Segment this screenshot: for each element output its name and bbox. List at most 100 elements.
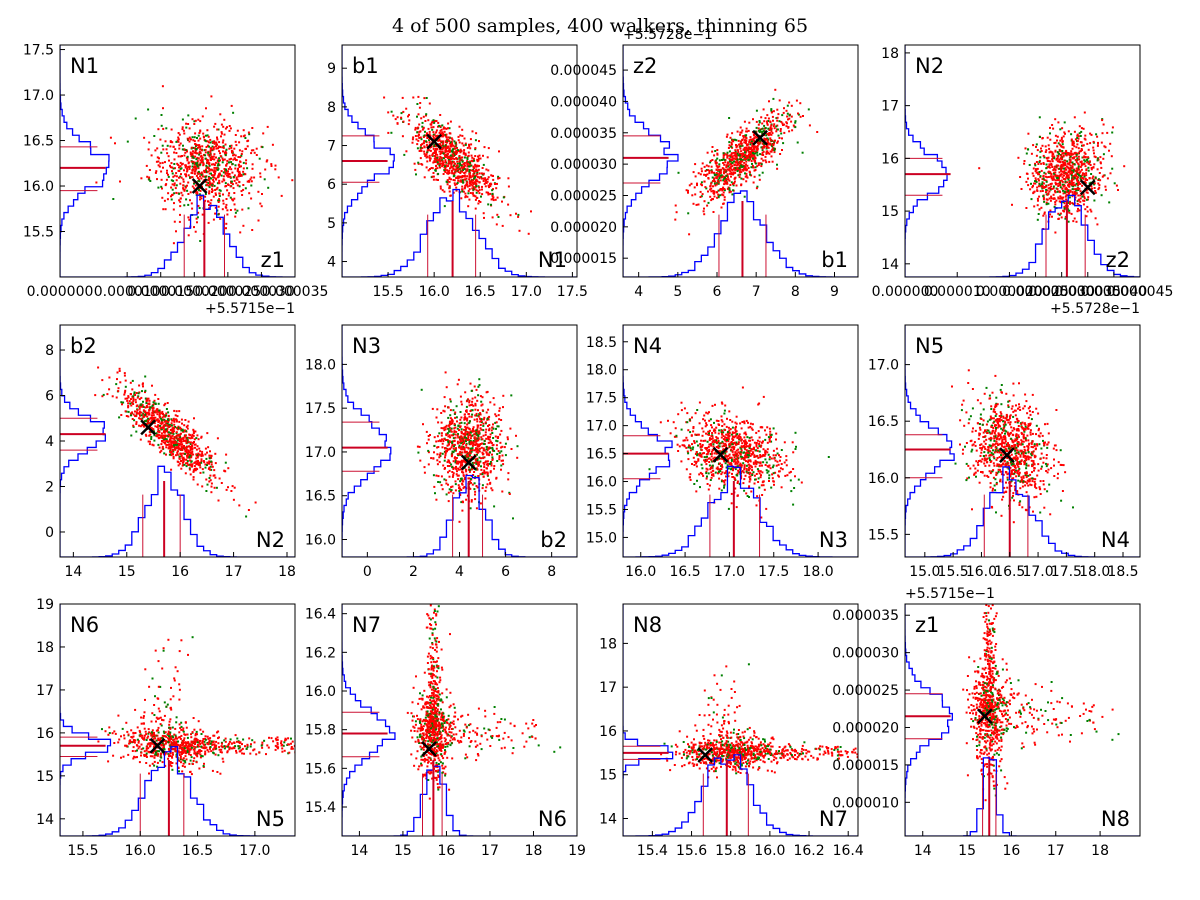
sample-point — [229, 185, 232, 188]
sample-point — [443, 190, 446, 193]
sample-point — [1061, 180, 1064, 183]
x-tick-label: 16.5 — [465, 284, 496, 300]
sample-point — [1046, 136, 1049, 139]
sample-point — [772, 110, 775, 113]
sample-point — [198, 132, 201, 134]
sample-point — [473, 488, 476, 491]
sample-point — [198, 180, 201, 183]
sample-point — [207, 467, 210, 470]
sample-point — [436, 463, 439, 466]
sample-point — [166, 144, 169, 147]
sample-point — [188, 468, 191, 471]
sample-point — [423, 152, 426, 155]
sample-point — [470, 164, 473, 167]
sample-point — [1102, 153, 1105, 156]
sample-point — [232, 176, 235, 178]
sample-point — [470, 169, 473, 172]
sample-point — [195, 437, 198, 440]
x-tick-label: 0.000035 — [262, 284, 329, 300]
sample-point — [1025, 207, 1028, 209]
sample-point — [464, 429, 467, 432]
sample-point — [448, 434, 451, 437]
sample-point — [738, 167, 741, 170]
sample-point — [1056, 174, 1059, 177]
sample-point — [447, 158, 450, 161]
sample-point — [135, 412, 138, 415]
sample-point — [164, 415, 167, 418]
x-tick-label: 16.0 — [419, 284, 450, 300]
sample-point — [434, 144, 437, 147]
sample-point — [1074, 138, 1077, 141]
sample-point — [475, 412, 478, 415]
sample-point — [135, 423, 138, 425]
sample-point — [743, 120, 746, 123]
sample-point — [448, 187, 451, 190]
sample-point — [201, 213, 204, 216]
sample-point — [1084, 165, 1087, 168]
sample-point — [1058, 213, 1061, 216]
sample-point — [756, 142, 759, 144]
sample-point — [1071, 156, 1074, 159]
sample-point — [721, 187, 724, 190]
sample-point — [225, 169, 228, 172]
sample-point — [1069, 170, 1072, 173]
sample-point — [1097, 178, 1100, 181]
sample-point — [193, 172, 196, 175]
sample-point — [164, 208, 167, 211]
sample-point — [432, 136, 435, 139]
sample-point — [132, 398, 135, 401]
sample-point — [1060, 179, 1063, 182]
sample-point — [1045, 149, 1048, 152]
sample-point — [1059, 149, 1062, 152]
sample-point — [138, 410, 141, 413]
sample-point — [1060, 169, 1063, 172]
sample-point — [700, 195, 703, 198]
sample-point — [205, 478, 208, 481]
sample-point — [179, 213, 181, 216]
sample-point — [95, 181, 98, 184]
sample-point — [685, 189, 688, 192]
sample-point — [488, 438, 491, 441]
sample-point — [717, 169, 720, 171]
sample-point — [750, 155, 753, 158]
y-parameter-label: N1 — [70, 54, 99, 78]
best-fit-marker — [140, 419, 157, 436]
sample-point — [198, 453, 201, 456]
sample-point — [699, 196, 702, 198]
sample-point — [756, 151, 759, 154]
sample-point — [196, 483, 199, 486]
sample-point — [1047, 192, 1050, 195]
sample-point — [507, 177, 510, 180]
sample-point — [688, 184, 691, 187]
sample-point — [459, 167, 462, 170]
sample-point — [155, 434, 158, 437]
sample-point — [433, 121, 436, 124]
sample-point — [1043, 200, 1046, 203]
sample-point — [1057, 121, 1060, 124]
sample-point — [144, 411, 147, 413]
sample-point — [208, 454, 211, 457]
sample-point — [746, 130, 748, 133]
sample-point — [1061, 152, 1064, 155]
sample-point — [240, 153, 243, 155]
sample-point — [231, 198, 234, 201]
sample-point — [422, 115, 425, 118]
sample-point — [121, 403, 123, 406]
sample-point — [1052, 175, 1055, 178]
sample-point — [728, 157, 731, 160]
sample-point — [161, 416, 164, 419]
sample-point — [740, 164, 743, 167]
sample-point — [1077, 158, 1080, 161]
sample-point — [194, 168, 197, 171]
sample-point — [1076, 180, 1079, 183]
sample-point — [194, 461, 197, 464]
sample-point — [128, 400, 131, 403]
sample-point — [233, 203, 236, 206]
sample-point — [197, 179, 200, 182]
sample-point — [193, 123, 196, 125]
sample-point — [248, 192, 251, 195]
sample-point — [197, 452, 200, 455]
sample-point — [463, 149, 466, 152]
sample-point — [456, 383, 459, 386]
sample-point — [470, 415, 473, 418]
